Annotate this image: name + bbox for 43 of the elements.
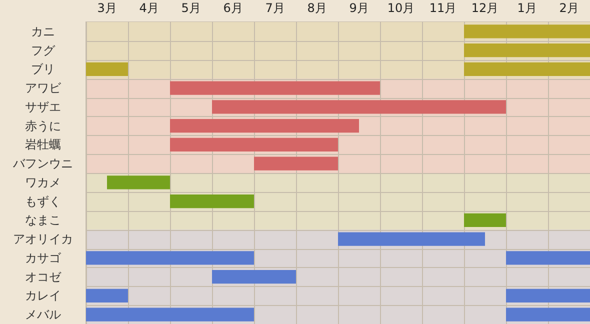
bar (254, 156, 338, 170)
y-tick-label: メバル (25, 308, 61, 322)
y-tick-label: カニ (31, 24, 55, 38)
y-tick-label: カサゴ (25, 250, 62, 265)
bar (86, 62, 128, 76)
x-tick-label: 7月 (265, 1, 285, 15)
x-tick-label: 9月 (349, 1, 369, 15)
y-tick-label: バフンウニ (12, 156, 73, 171)
bar (170, 194, 254, 208)
y-tick-label: ワカメ (25, 175, 61, 190)
bar (506, 308, 590, 322)
bar (464, 62, 590, 76)
x-tick-label: 12月 (471, 1, 499, 15)
x-tick-label: 11月 (429, 1, 457, 15)
x-tick-label: 5月 (181, 1, 201, 15)
y-tick-label: アワビ (25, 81, 62, 96)
bar (170, 119, 359, 133)
y-tick-label: サザエ (25, 100, 61, 114)
bar (506, 288, 590, 302)
bar (212, 100, 506, 114)
x-tick-label: 8月 (307, 1, 327, 15)
bar (107, 176, 170, 190)
x-tick-label: 3月 (97, 1, 117, 15)
bar (506, 251, 590, 265)
y-tick-label: カレイ (25, 288, 61, 303)
y-tick-label: ブリ (31, 62, 55, 76)
y-tick-label: 赤うに (25, 118, 61, 133)
x-tick-label: 10月 (387, 1, 415, 15)
y-tick-label: オコゼ (25, 270, 62, 284)
bar (170, 138, 338, 152)
y-tick-label: なまこ (25, 213, 61, 228)
x2-tick-label: 2月 (559, 1, 579, 15)
y-tick-label: もずく (25, 194, 61, 208)
x2-tick-label: 1月 (517, 1, 537, 15)
bar (170, 81, 380, 95)
x-tick-label: 4月 (139, 1, 159, 15)
bar (464, 44, 590, 58)
bar (464, 24, 590, 38)
y-tick-label: フグ (31, 43, 56, 58)
y-tick-label: 岩牡蠣 (25, 138, 61, 152)
y-tick-label: アオリイカ (13, 232, 73, 246)
x-tick-label: 6月 (223, 1, 243, 15)
bar (464, 213, 506, 227)
